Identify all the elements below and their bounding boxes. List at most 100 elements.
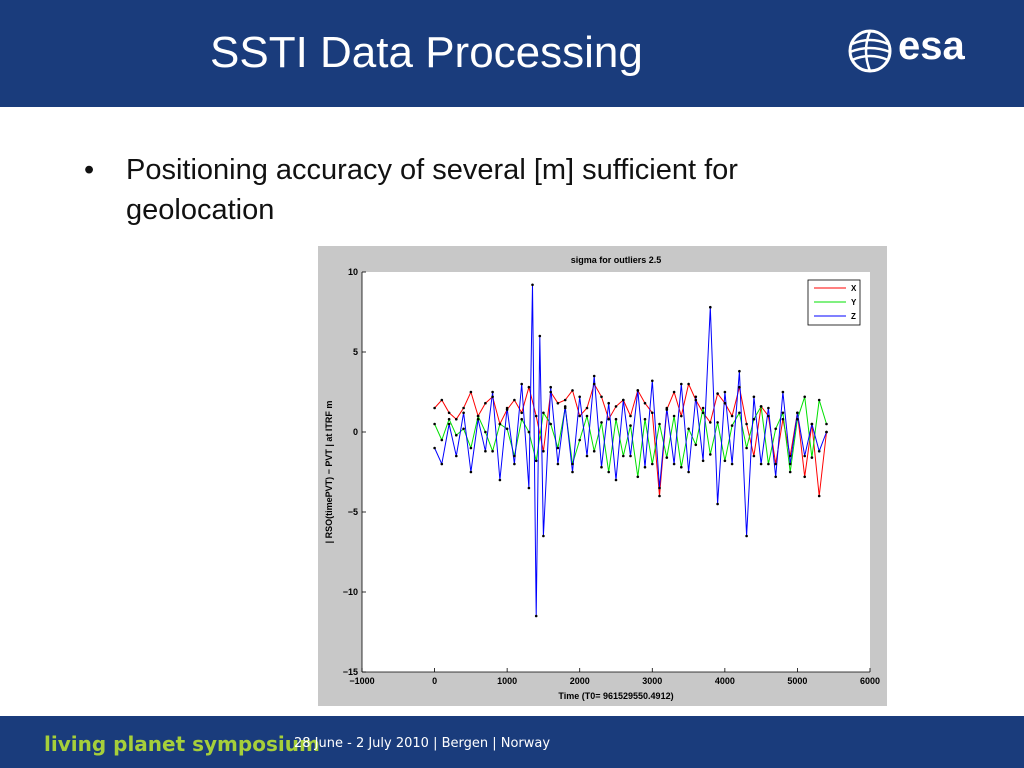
data-point-z [796, 411, 799, 415]
x-tick-label: 3000 [642, 676, 662, 686]
y-tick-label: 10 [348, 267, 358, 277]
data-point-y [440, 438, 444, 442]
data-point-z [730, 462, 734, 466]
data-point-z [636, 389, 640, 392]
data-point-x [629, 414, 632, 418]
data-point-x [433, 406, 436, 410]
data-point-x [730, 414, 734, 418]
data-point-z [643, 465, 647, 469]
data-point-z [767, 406, 770, 410]
data-point-y [549, 422, 552, 426]
data-point-z [738, 369, 741, 373]
esa-globe-icon [848, 29, 892, 73]
data-point-z [774, 475, 777, 479]
data-point-x [534, 414, 538, 418]
legend-label-y: Y [851, 298, 857, 307]
data-point-x [774, 462, 777, 466]
data-point-z [433, 446, 436, 450]
data-point-x [803, 475, 806, 479]
data-point-x [709, 421, 712, 424]
data-point-z [745, 534, 748, 538]
data-point-z [803, 454, 806, 458]
data-point-z [651, 379, 654, 383]
data-point-x [556, 401, 560, 405]
data-point-y [534, 459, 538, 463]
data-point-y [469, 446, 473, 450]
data-point-y [513, 454, 516, 458]
esa-logo-text: esa [898, 24, 965, 68]
x-tick-label: 5000 [787, 676, 807, 686]
data-point-x [455, 417, 458, 421]
data-point-y [781, 411, 785, 415]
data-point-z [759, 462, 763, 466]
data-point-y [433, 422, 436, 426]
data-point-y [455, 433, 458, 437]
data-point-y [600, 421, 603, 424]
data-point-z [694, 395, 698, 399]
data-point-x [651, 411, 654, 415]
data-point-z [542, 534, 545, 538]
data-point-z [752, 395, 756, 399]
data-point-z [476, 417, 480, 421]
legend: X Y Z [807, 279, 861, 326]
data-point-z [531, 283, 534, 287]
data-point-z [629, 454, 632, 458]
data-point-z [687, 470, 690, 474]
data-point-z [716, 502, 719, 506]
data-point-z [455, 454, 458, 458]
data-point-x [440, 398, 444, 402]
data-point-z [788, 462, 792, 466]
data-point-x [658, 494, 661, 498]
bullet-marker: • [84, 154, 95, 186]
data-point-y [687, 427, 690, 431]
x-tick-label: −1000 [349, 676, 374, 686]
data-point-y [505, 427, 509, 431]
data-point-x [745, 422, 748, 426]
data-point-y [592, 449, 596, 453]
data-point-y [571, 462, 574, 466]
x-tick-label: 4000 [715, 676, 735, 686]
x-axis-label: Time (T0= 961529550.4912) [558, 691, 673, 701]
data-point-z [520, 382, 523, 386]
data-point-x [484, 401, 487, 405]
data-point-y [665, 456, 669, 459]
y-tick-label: −5 [348, 507, 358, 517]
data-point-y [767, 462, 770, 466]
data-point-x [513, 398, 516, 402]
data-point-y [774, 427, 777, 431]
data-point-y [680, 465, 683, 469]
data-point-z [709, 305, 712, 309]
data-point-x [607, 417, 610, 421]
data-point-z [585, 454, 589, 458]
legend-label-z: Z [851, 312, 856, 321]
data-point-x [680, 414, 683, 418]
data-point-z [538, 334, 542, 338]
data-point-x [447, 411, 451, 415]
data-point-z [614, 478, 618, 482]
chart-title: sigma for outliers 2.5 [571, 255, 662, 265]
data-point-x [752, 454, 756, 458]
data-point-x [542, 449, 545, 453]
data-point-z [622, 398, 625, 402]
y-axis-label: | RSO(timePVT) − PVT | at ITRF m [324, 401, 334, 544]
data-point-y [825, 422, 828, 426]
data-point-z [469, 470, 473, 474]
x-tick-label: 1000 [497, 676, 517, 686]
data-point-z [825, 430, 828, 434]
footer-brand: living planet symposium [44, 732, 320, 756]
data-point-z [781, 390, 785, 394]
data-point-x [527, 385, 531, 389]
data-point-x [592, 382, 596, 386]
data-point-y [484, 430, 487, 434]
y-tick-label: 0 [353, 427, 358, 437]
data-point-z [578, 395, 581, 399]
legend-label-x: X [851, 284, 857, 293]
esa-logo: esa [846, 24, 986, 80]
data-point-y [462, 427, 465, 431]
data-point-x [716, 392, 719, 395]
data-point-y [629, 424, 632, 427]
data-point-z [592, 374, 596, 378]
data-point-x [549, 390, 552, 394]
data-point-y [723, 459, 727, 463]
data-point-y [556, 446, 560, 450]
